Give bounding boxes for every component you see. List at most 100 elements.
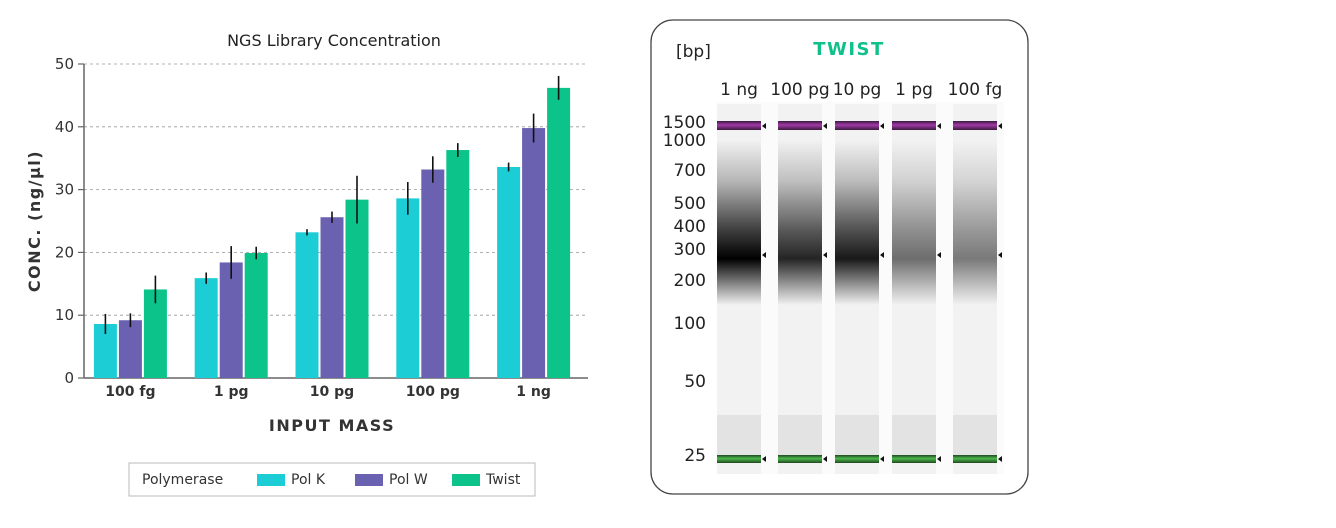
- lane-smear: [778, 140, 822, 305]
- y-tick-label: 40: [55, 118, 74, 136]
- y-axis-ticks: 0 10 20 30 40 50: [55, 55, 84, 387]
- gel-lane: 100 pg: [770, 80, 830, 474]
- x-axis-categories: 100 fg 1 pg 10 pg 100 pg 1 ng: [105, 384, 551, 400]
- y-tick-label: 30: [55, 181, 74, 199]
- ladder-label: 700: [674, 161, 706, 181]
- lane-lower-haze: [892, 415, 936, 455]
- legend-label: Pol K: [291, 472, 326, 488]
- peak-marker: [762, 252, 766, 258]
- bar-pol-w: [219, 262, 243, 378]
- y-axis-label: CONC. (ng/µl): [25, 150, 44, 292]
- legend-swatch: [257, 474, 285, 486]
- peak-marker: [880, 252, 884, 258]
- x-category-label: 100 pg: [406, 384, 460, 400]
- bar-chart: NGS Library Concentration 0 10 20 30 40 50 10…: [25, 31, 588, 497]
- ladder-label: 25: [684, 446, 706, 466]
- ladder-label: 100: [674, 314, 706, 334]
- peak-marker: [998, 456, 1002, 462]
- ladder-label: 1000: [663, 131, 706, 151]
- x-axis-label: INPUT MASS: [269, 416, 395, 435]
- peak-marker: [823, 252, 827, 258]
- ladder-label: 1500: [663, 113, 706, 133]
- lane-label: 100 pg: [770, 80, 829, 100]
- peak-marker: [762, 123, 766, 129]
- bar-pol-w: [421, 169, 445, 378]
- gel-lane: 10 pg: [833, 80, 884, 474]
- lower-marker-band: [953, 455, 997, 463]
- legend-items: Pol K Pol W Twist: [257, 472, 521, 488]
- bars: [93, 75, 571, 378]
- gel-title: TWIST: [813, 39, 885, 60]
- peak-marker: [998, 123, 1002, 129]
- lower-marker-band: [835, 455, 879, 463]
- bar-pol-k: [396, 198, 420, 378]
- lane-smear: [892, 140, 936, 305]
- legend-swatch: [452, 474, 480, 486]
- upper-marker-band: [717, 121, 761, 130]
- y-tick-label: 20: [55, 243, 74, 261]
- ladder-label: 50: [684, 372, 706, 392]
- ladder-label: 500: [674, 194, 706, 214]
- y-tick-label: 10: [55, 306, 74, 324]
- bar-pol-k: [93, 323, 117, 378]
- ladder-label: 400: [674, 217, 706, 237]
- bar-twist: [547, 87, 571, 378]
- lane-label: 1 ng: [720, 80, 758, 100]
- upper-marker-band: [778, 121, 822, 130]
- lower-marker-band: [717, 455, 761, 463]
- gel-unit-label: [bp]: [676, 42, 711, 62]
- lane-label: 10 pg: [833, 80, 882, 100]
- upper-marker-band: [953, 121, 997, 130]
- lane-label: 1 pg: [895, 80, 933, 100]
- gel-lanes: 1 ng 100 pg 10 pg 1 pg 100 fg: [717, 80, 1002, 474]
- lower-marker-band: [778, 455, 822, 463]
- upper-marker-band: [835, 121, 879, 130]
- bar-pol-k: [295, 232, 319, 378]
- gel-lane: 100 fg: [948, 80, 1003, 474]
- bar-twist: [345, 199, 369, 378]
- y-tick-label: 0: [64, 369, 74, 387]
- lane-label: 100 fg: [948, 80, 1003, 100]
- legend-label: Pol W: [389, 472, 428, 488]
- legend-title: Polymerase: [142, 472, 223, 488]
- y-tick-label: 50: [55, 55, 74, 73]
- peak-marker: [937, 456, 941, 462]
- lane-lower-haze: [717, 415, 761, 455]
- lane-smear: [717, 140, 761, 305]
- upper-marker-band: [892, 121, 936, 130]
- bar-pol-w: [522, 128, 546, 378]
- peak-marker: [937, 123, 941, 129]
- legend-label: Twist: [485, 472, 521, 488]
- bar-pol-w: [118, 320, 142, 378]
- lower-marker-band: [892, 455, 936, 463]
- legend: Polymerase Pol K Pol W Twist: [128, 462, 536, 497]
- bar-pol-k: [194, 278, 218, 378]
- peak-marker: [762, 456, 766, 462]
- gel-lane: 1 ng: [717, 80, 766, 474]
- x-category-label: 1 ng: [516, 384, 551, 400]
- lane-smear: [953, 140, 997, 305]
- peak-marker: [937, 252, 941, 258]
- lane-smear: [835, 140, 879, 305]
- lane-lower-haze: [835, 415, 879, 455]
- bar-pol-w: [320, 217, 344, 378]
- legend-swatch: [355, 474, 383, 486]
- peak-marker: [823, 456, 827, 462]
- x-category-label: 10 pg: [310, 384, 354, 400]
- lane-lower-haze: [778, 415, 822, 455]
- bar-pol-k: [497, 166, 521, 378]
- peak-marker: [880, 123, 884, 129]
- bar-twist: [244, 253, 268, 378]
- bar-twist: [143, 289, 167, 378]
- lane-lower-haze: [953, 415, 997, 455]
- chart-title: NGS Library Concentration: [227, 31, 441, 50]
- peak-marker: [880, 456, 884, 462]
- peak-marker: [823, 123, 827, 129]
- x-category-label: 1 pg: [214, 384, 249, 400]
- bar-twist: [446, 150, 470, 378]
- gel-lane: 1 pg: [892, 80, 941, 474]
- x-category-label: 100 fg: [105, 384, 155, 400]
